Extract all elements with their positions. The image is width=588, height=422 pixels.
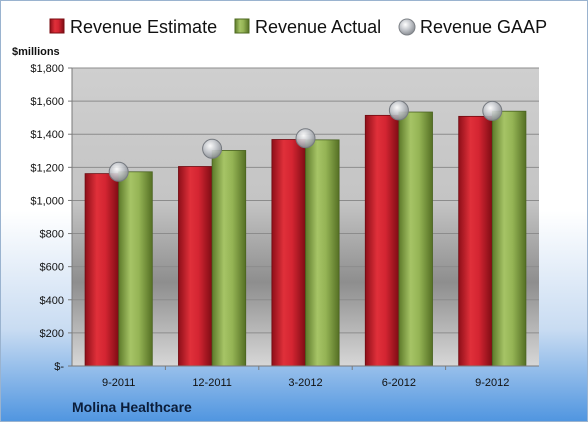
- bar-revenue-estimate: [271, 139, 306, 367]
- marker-revenue-gaap: [108, 161, 129, 182]
- legend-label-revenue-gaap: Revenue GAAP: [420, 17, 547, 37]
- legend-item-revenue-gaap: Revenue GAAP: [398, 17, 547, 37]
- company-name: Molina Healthcare: [72, 399, 192, 415]
- marker-revenue-gaap: [295, 128, 316, 149]
- legend-item-revenue-actual: Revenue Actual: [234, 17, 381, 37]
- x-tick-label: 12-2011: [192, 377, 232, 389]
- bar-revenue-estimate: [364, 114, 400, 367]
- x-tick-label: 9-2012: [475, 377, 509, 389]
- bar-revenue-actual: [211, 150, 247, 367]
- legend-swatch-revenue-estimate: [49, 18, 65, 34]
- legend-swatch-revenue-actual: [234, 18, 250, 34]
- legend-label-revenue-estimate: Revenue Estimate: [70, 17, 217, 37]
- y-tick-label: $400: [40, 295, 64, 307]
- y-tick-label: $1,600: [30, 96, 64, 108]
- x-tick-label: 9-2011: [102, 377, 135, 389]
- y-tick-label: $1,400: [30, 129, 64, 141]
- y-tick-label: $800: [40, 229, 64, 241]
- y-tick-label: $1,800: [30, 63, 64, 75]
- y-tick-label: $1,200: [30, 162, 64, 174]
- bar-revenue-actual: [118, 171, 153, 367]
- bar-revenue-actual: [305, 139, 340, 367]
- x-axis-ticks: 9-2011 12-2011 3-2012 6-2012 9-2012: [102, 366, 509, 389]
- bars: [84, 110, 527, 367]
- marker-revenue-gaap: [202, 138, 223, 159]
- y-axis-unit-label: $millions: [12, 46, 60, 58]
- legend: Revenue Estimate Revenue Actual Revenue …: [49, 17, 547, 37]
- bar-revenue-actual: [398, 111, 433, 367]
- y-tick-label: $-: [54, 361, 64, 373]
- legend-label-revenue-actual: Revenue Actual: [255, 17, 381, 37]
- legend-item-revenue-estimate: Revenue Estimate: [49, 17, 217, 37]
- y-tick-label: $600: [40, 262, 64, 274]
- x-tick-label: 3-2012: [288, 377, 322, 389]
- bar-revenue-estimate: [178, 166, 213, 367]
- legend-swatch-revenue-gaap: [398, 18, 416, 36]
- bar-revenue-actual: [491, 110, 527, 367]
- bar-revenue-estimate: [84, 173, 120, 367]
- y-tick-label: $1,000: [30, 195, 64, 207]
- y-tick-label: $200: [40, 328, 64, 340]
- gaap-markers: [108, 100, 503, 182]
- marker-revenue-gaap: [388, 100, 409, 121]
- marker-revenue-gaap: [482, 100, 503, 121]
- y-axis-ticks: $- $200 $400 $600 $800 $1,000 $1,200 $1,400 $1,6…: [30, 63, 72, 373]
- x-tick-label: 6-2012: [382, 377, 416, 389]
- bar-revenue-estimate: [458, 115, 493, 367]
